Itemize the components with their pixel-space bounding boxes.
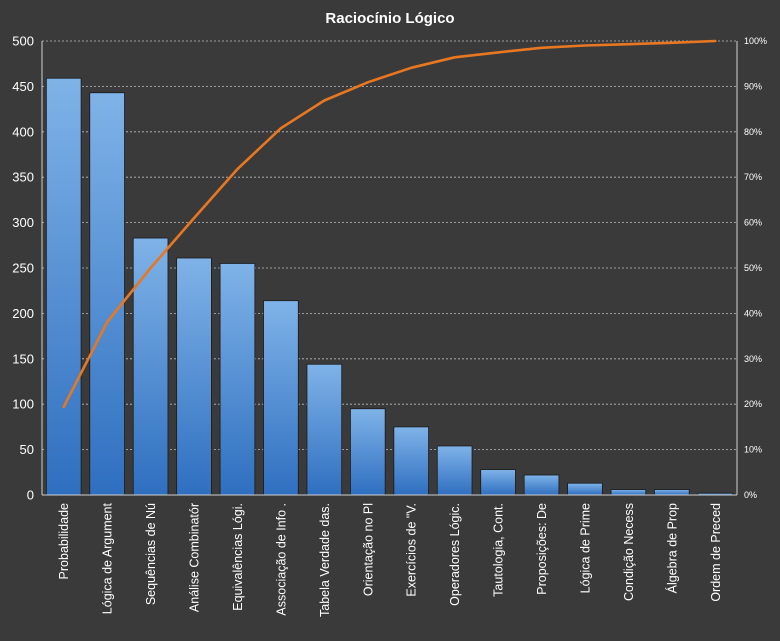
bar-9	[393, 426, 429, 496]
y-tick-label: 250	[12, 261, 34, 276]
y2-tick-label: 20%	[744, 399, 762, 409]
bar-5	[219, 263, 256, 496]
y2-tick-label: 10%	[744, 445, 762, 455]
x-tick-label: Condição Necess	[622, 503, 636, 601]
y2-tick-label: 0%	[744, 490, 757, 500]
bar-2	[89, 92, 125, 496]
y2-axis-tick-labels: 0% 10% 20% 30% 40% 50% 60% 70% 80% 90% 100%	[744, 36, 767, 500]
x-tick-label: Tautologia, Cont.	[492, 503, 506, 597]
x-tick-label: Proposições: De	[535, 503, 549, 595]
y-tick-label: 300	[12, 215, 34, 230]
y-tick-label: 200	[12, 306, 34, 321]
y2-tick-label: 50%	[744, 263, 762, 273]
y-tick-label: 400	[12, 124, 34, 139]
y2-tick-label: 40%	[744, 308, 762, 318]
x-tick-label: Equivalências Lógi.	[231, 503, 245, 611]
bar-13	[567, 482, 603, 496]
bar-1	[45, 77, 82, 496]
y2-tick-label: 30%	[744, 354, 762, 364]
x-tick-label: Orientação no Pl	[361, 503, 375, 596]
cumulative-line-series	[62, 39, 717, 409]
bar-11	[480, 469, 516, 496]
bar-7	[306, 363, 343, 496]
y-tick-label: 500	[12, 34, 34, 49]
y2-tick-label: 90%	[744, 81, 762, 91]
bar-3	[132, 237, 169, 496]
x-tick-label: Exercícios de "V.	[405, 503, 419, 597]
x-tick-label: Tabela Verdade das.	[318, 503, 332, 617]
x-axis-tick-labels: Probabilidade Lógica de Argument Sequência…	[57, 502, 723, 616]
bar-15	[654, 489, 690, 496]
cumulative-percent-line	[62, 39, 717, 409]
y2-tick-label: 80%	[744, 127, 762, 137]
x-tick-label: Lógica de Argument	[101, 502, 115, 614]
x-tick-label: Probabilidade	[57, 503, 71, 579]
y-tick-label: 50	[20, 442, 34, 457]
y-axis-tick-labels: 0 50 100 150 200 250 300 350 400 450 500	[12, 34, 34, 503]
bar-10	[436, 445, 473, 496]
y-tick-label: 450	[12, 79, 34, 94]
bar-series	[45, 77, 734, 496]
bar-4	[176, 257, 212, 496]
x-tick-label: Lógica de Prime	[578, 503, 592, 593]
chart-title: Raciocínio Lógico	[325, 10, 454, 27]
y-tick-label: 350	[12, 170, 34, 185]
axes	[41, 41, 738, 496]
x-tick-label: Sequências de Nú	[144, 503, 158, 605]
y2-tick-label: 60%	[744, 218, 762, 228]
y-tick-label: 0	[27, 488, 34, 503]
y-tick-label: 100	[12, 397, 34, 412]
x-tick-label: Análise Combinatór	[188, 503, 202, 612]
bar-14	[610, 489, 647, 496]
x-tick-label: Operadores Lógic.	[448, 503, 462, 606]
bar-8	[350, 408, 386, 496]
y-tick-label: 150	[12, 351, 34, 366]
x-tick-label: Associação de Info .	[274, 503, 288, 616]
x-tick-label: Ordem de Preced	[709, 503, 723, 602]
x-tick-label: Álgebra de Prop	[664, 503, 679, 593]
bar-12	[523, 474, 560, 496]
bar-6	[263, 300, 299, 496]
y2-tick-label: 100%	[744, 36, 767, 46]
y2-tick-label: 70%	[744, 172, 762, 182]
